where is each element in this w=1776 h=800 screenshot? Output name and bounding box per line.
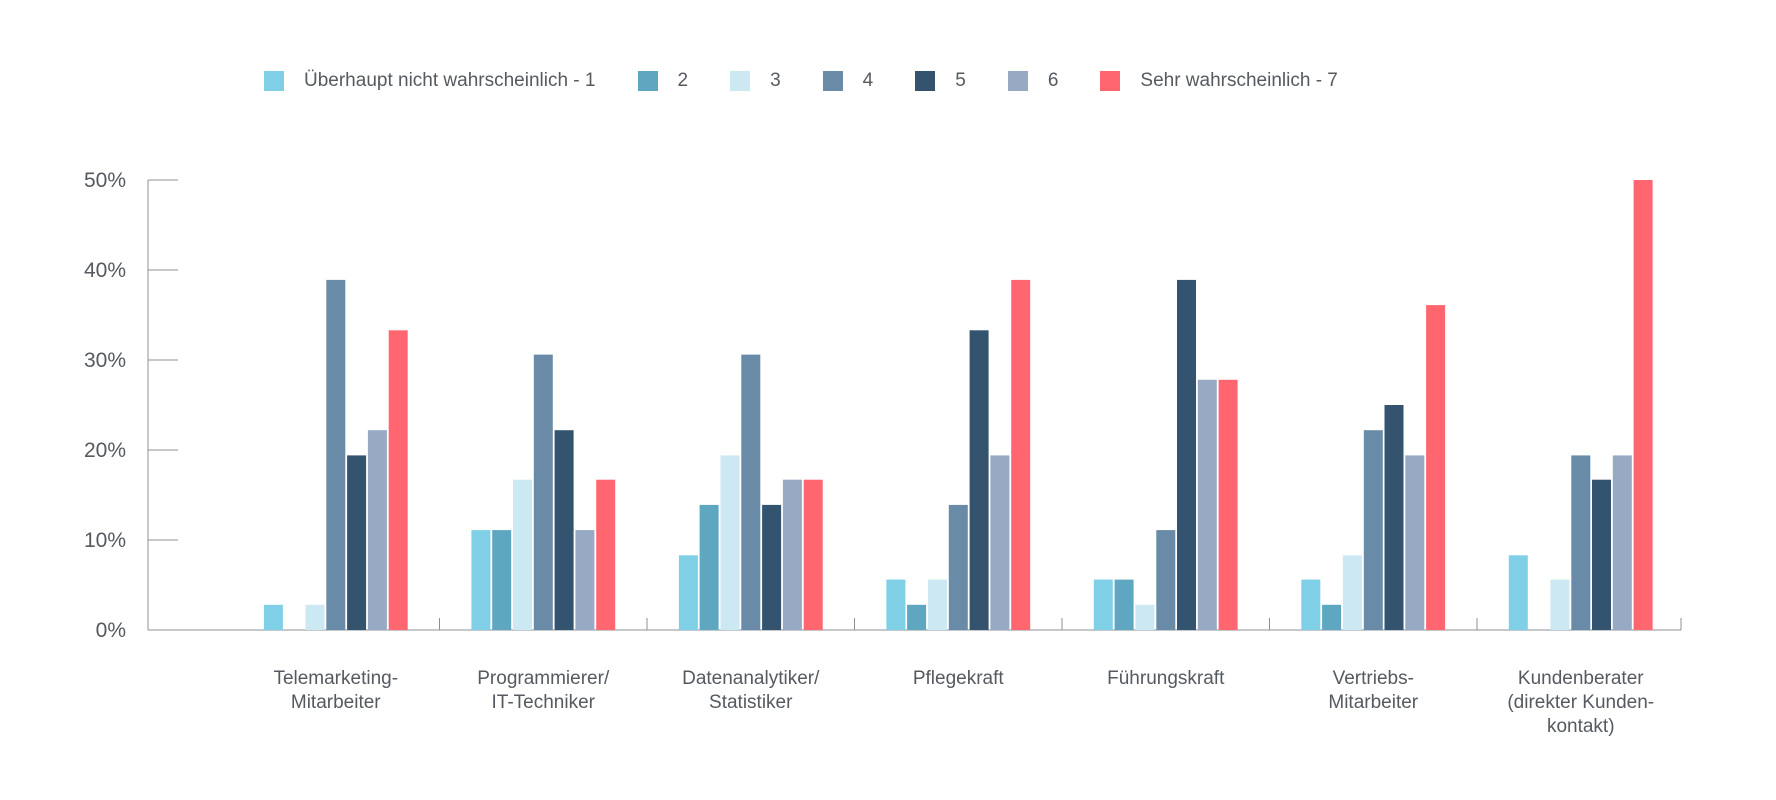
legend-swatch-6 bbox=[1007, 71, 1028, 91]
legend-label-2: 2 bbox=[677, 70, 689, 91]
bar-3-6 bbox=[782, 479, 802, 630]
bar-7-4 bbox=[1571, 455, 1591, 630]
x-tick-label-7: Kundenberater (direkter Kunden-kontakt) bbox=[1507, 668, 1654, 737]
legend-label-3: 3 bbox=[770, 70, 781, 91]
bar-4-3 bbox=[928, 579, 947, 630]
legend-item-6: 6 bbox=[1007, 70, 1059, 92]
bar-2-5 bbox=[554, 430, 574, 630]
x-tick-label-1: Telemarketing-Mitarbeiter bbox=[273, 668, 398, 713]
bar-4-5 bbox=[969, 330, 989, 630]
bar-4-7 bbox=[1011, 279, 1031, 630]
y-tick-label-0: 0% bbox=[96, 619, 126, 642]
bar-4-6 bbox=[990, 455, 1010, 630]
bar-2-7 bbox=[596, 479, 616, 630]
bar-1-3 bbox=[305, 604, 325, 630]
bar-2-6 bbox=[575, 530, 595, 630]
legend: Überhaupt nicht wahrscheinlich - 1 2 3 4… bbox=[264, 68, 1380, 94]
legend-swatch-5 bbox=[915, 71, 936, 91]
legend-item-4: 4 bbox=[822, 70, 874, 92]
bar-6-4 bbox=[1363, 430, 1383, 630]
bar-3-1 bbox=[678, 555, 698, 630]
x-tick-label-6: Vertriebs-Mitarbeiter bbox=[1328, 668, 1418, 713]
legend-swatch-3 bbox=[730, 71, 751, 91]
bar-3-7 bbox=[803, 479, 823, 630]
bar-3-3 bbox=[720, 455, 740, 630]
bar-3-5 bbox=[762, 504, 782, 630]
legend-label-5: 5 bbox=[955, 70, 966, 91]
legend-swatch-4 bbox=[822, 71, 843, 91]
x-tick-label-5: Führungskraft bbox=[1107, 668, 1225, 689]
bar-1-5 bbox=[347, 455, 367, 630]
x-tick-label-3: Datenanalytiker/Statistiker bbox=[682, 668, 820, 713]
y-tick-label-40: 40% bbox=[84, 259, 126, 282]
bar-1-7 bbox=[388, 330, 408, 630]
bar-1-6 bbox=[367, 430, 387, 630]
bar-2-3 bbox=[513, 479, 532, 630]
bar-4-2 bbox=[907, 604, 927, 630]
bar-7-7 bbox=[1633, 180, 1653, 630]
legend-label-4: 4 bbox=[862, 70, 874, 91]
bar-4-4 bbox=[948, 504, 968, 630]
bar-5-4 bbox=[1156, 530, 1176, 630]
bar-2-4 bbox=[533, 354, 553, 630]
legend-label-1: Überhaupt nicht wahrscheinlich - 1 bbox=[304, 70, 596, 91]
bar-6-3 bbox=[1342, 555, 1362, 630]
legend-item-5: 5 bbox=[915, 70, 966, 92]
bar-6-5 bbox=[1384, 405, 1404, 630]
bar-7-3 bbox=[1550, 579, 1570, 630]
bar-5-2 bbox=[1114, 579, 1134, 630]
bar-1-1 bbox=[263, 604, 283, 630]
bar-3-4 bbox=[741, 354, 761, 630]
bar-6-7 bbox=[1426, 305, 1446, 630]
bar-2-2 bbox=[492, 530, 512, 630]
legend-label-6: 6 bbox=[1047, 70, 1059, 91]
bar-7-5 bbox=[1592, 479, 1611, 630]
bar-5-1 bbox=[1093, 579, 1113, 630]
y-tick-label-10: 10% bbox=[84, 529, 126, 552]
bar-5-7 bbox=[1218, 379, 1238, 630]
bar-6-2 bbox=[1322, 604, 1342, 630]
bar-7-1 bbox=[1508, 555, 1528, 630]
legend-item-2: 2 bbox=[637, 70, 689, 92]
legend-item-7: Sehr wahrscheinlich - 7 bbox=[1100, 70, 1338, 92]
legend-label-7: Sehr wahrscheinlich - 7 bbox=[1140, 70, 1338, 91]
bar-5-3 bbox=[1135, 604, 1155, 630]
y-tick-label-30: 30% bbox=[84, 349, 126, 372]
y-tick-label-20: 20% bbox=[84, 439, 126, 462]
bar-6-6 bbox=[1405, 455, 1425, 630]
bar-7-6 bbox=[1612, 455, 1632, 630]
bar-6-1 bbox=[1301, 579, 1321, 630]
y-tick-label-50: 50% bbox=[84, 169, 126, 192]
legend-swatch-7 bbox=[1100, 71, 1121, 91]
bar-5-6 bbox=[1197, 379, 1217, 630]
legend-item-3: 3 bbox=[730, 70, 781, 92]
legend-item-1: Überhaupt nicht wahrscheinlich - 1 bbox=[264, 70, 596, 92]
legend-swatch-1 bbox=[264, 71, 284, 91]
bar-3-2 bbox=[699, 504, 719, 630]
bar-5-5 bbox=[1177, 279, 1196, 630]
bar-4-1 bbox=[886, 579, 906, 630]
bar-1-4 bbox=[326, 279, 346, 630]
legend-swatch-2 bbox=[637, 71, 658, 91]
bar-2-1 bbox=[471, 530, 491, 630]
x-tick-label-4: Pflegekraft bbox=[913, 668, 1005, 689]
x-tick-label-2: Programmierer/IT-Techniker bbox=[477, 668, 610, 713]
